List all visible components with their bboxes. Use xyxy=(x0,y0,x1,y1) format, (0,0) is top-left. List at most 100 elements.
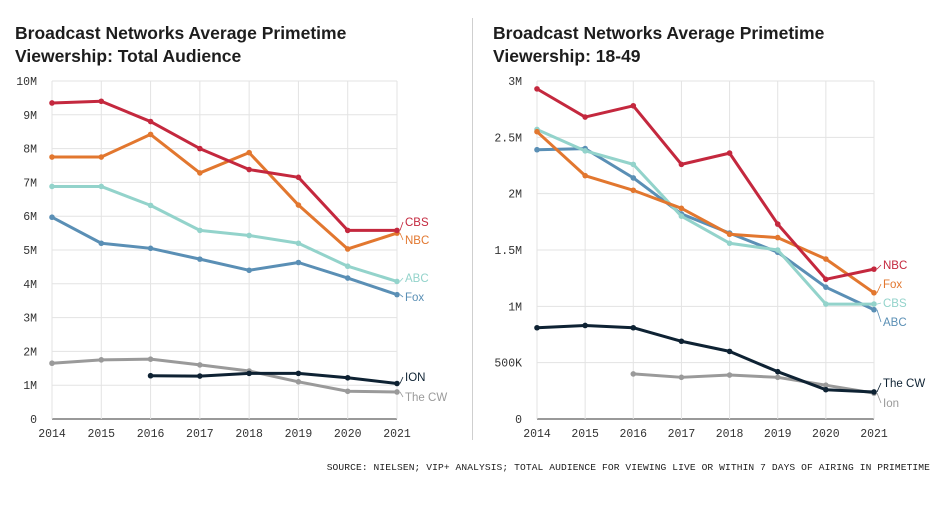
y-tick-label: 1M xyxy=(508,301,522,314)
y-tick-label: 1.5M xyxy=(494,245,522,258)
x-tick-label: 2017 xyxy=(668,428,696,441)
y-tick-label: 3M xyxy=(508,76,522,89)
data-point-nbc xyxy=(295,202,302,208)
x-tick-label: 2019 xyxy=(285,428,313,441)
data-point-fox xyxy=(295,259,302,266)
x-tick-label: 2016 xyxy=(619,428,647,441)
series-end-label: NBC xyxy=(883,260,907,272)
label-connector xyxy=(876,283,882,293)
y-tick-label: 10M xyxy=(16,76,37,89)
label-connector xyxy=(399,277,404,282)
series-line-cbs xyxy=(50,99,399,232)
data-point-cbs xyxy=(582,148,588,154)
x-tick-label: 2015 xyxy=(571,428,599,441)
data-point-nbc xyxy=(49,154,55,160)
x-tick-label: 2014 xyxy=(523,428,551,441)
data-point-nbc xyxy=(726,150,733,156)
series-line-cbs xyxy=(535,127,876,306)
data-point-the-cw xyxy=(394,389,400,395)
data-point-ion xyxy=(147,372,154,379)
data-point-cbs xyxy=(774,247,781,253)
series-end-label: ABC xyxy=(405,273,429,285)
series-end-label: The CW xyxy=(883,378,925,390)
label-connector xyxy=(876,309,882,323)
y-tick-label: 2M xyxy=(508,189,522,202)
label-connector xyxy=(399,391,404,398)
y-tick-label: 8M xyxy=(23,144,37,157)
x-tick-label: 2020 xyxy=(812,428,840,441)
series-the-cw xyxy=(534,322,877,395)
data-point-fox xyxy=(582,172,588,179)
data-point-cbs xyxy=(246,166,252,173)
data-point-abc xyxy=(246,232,252,239)
y-tick-label: 7M xyxy=(23,177,37,190)
series-abc xyxy=(49,183,400,285)
label-connector xyxy=(876,382,882,393)
panel-divider xyxy=(472,18,473,440)
data-point-fox xyxy=(678,205,685,212)
y-tick-label: 1M xyxy=(23,380,37,393)
data-point-abc xyxy=(823,284,829,290)
x-tick-label: 2015 xyxy=(87,428,115,441)
data-point-the-cw xyxy=(823,386,829,393)
data-point-nbc xyxy=(147,131,154,138)
data-point-cbs xyxy=(344,227,351,234)
data-point-the-cw xyxy=(197,362,203,368)
data-point-the-cw xyxy=(678,338,685,345)
data-point-fox xyxy=(871,290,877,296)
data-point-ion xyxy=(197,373,203,379)
y-tick-label: 6M xyxy=(23,211,37,224)
series-end-label: ABC xyxy=(883,317,907,329)
data-point-cbs xyxy=(630,161,637,168)
source-note: SOURCE: NIELSEN; VIP+ ANALYSIS; TOTAL AU… xyxy=(326,462,930,473)
data-point-the-cw xyxy=(871,389,877,395)
data-point-cbs xyxy=(394,227,400,234)
chart-title-18-49: Broadcast Networks Average Primetime Vie… xyxy=(493,23,825,66)
series-end-label: CBS xyxy=(883,298,907,310)
data-point-the-cw xyxy=(534,324,540,331)
data-point-abc xyxy=(197,227,203,234)
data-point-fox xyxy=(197,256,203,262)
data-point-nbc xyxy=(344,246,351,252)
chart-total-audience: 0 1M 2M 3M 4M 5M 6M 7M 8M 9M 10M 2014 2015 2016 2017 20… xyxy=(16,76,447,441)
data-point-abc xyxy=(394,278,400,285)
data-point-fox xyxy=(49,214,55,221)
data-point-cbs xyxy=(726,240,733,247)
data-point-the-cw xyxy=(344,388,351,395)
label-connector xyxy=(399,294,404,298)
data-point-cbs xyxy=(98,98,105,105)
label-connector xyxy=(399,232,404,241)
series-nbc xyxy=(534,86,877,283)
data-point-abc xyxy=(630,175,637,181)
x-tick-label: 2018 xyxy=(235,428,263,441)
data-point-nbc xyxy=(823,276,829,283)
data-point-fox xyxy=(394,291,400,298)
y-tick-label: 0 xyxy=(515,414,522,427)
data-point-fox xyxy=(98,240,105,247)
data-point-nbc xyxy=(774,221,781,227)
data-point-nbc xyxy=(534,86,540,92)
data-point-the-cw xyxy=(147,356,154,362)
data-point-abc xyxy=(344,263,351,270)
data-point-the-cw xyxy=(295,379,302,385)
series-line-nbc xyxy=(50,132,399,251)
data-point-abc xyxy=(871,306,877,313)
y-tick-label: 9M xyxy=(23,110,37,123)
data-point-fox xyxy=(246,267,252,274)
y-tick-label: 0 xyxy=(30,414,37,427)
series-end-label: Fox xyxy=(883,279,902,291)
data-point-ion xyxy=(678,374,685,381)
data-point-abc xyxy=(534,146,540,153)
data-point-abc xyxy=(147,202,154,209)
series-line-the-cw xyxy=(535,323,876,394)
data-point-ion xyxy=(823,382,829,389)
data-point-nbc xyxy=(678,161,685,168)
data-point-abc xyxy=(49,183,55,190)
label-connector xyxy=(399,221,404,231)
data-point-abc xyxy=(295,240,302,247)
x-tick-label: 2021 xyxy=(383,428,411,441)
label-connector xyxy=(399,376,404,384)
data-point-the-cw xyxy=(774,368,781,375)
y-tick-label: 500K xyxy=(494,358,522,371)
data-point-ion xyxy=(774,374,781,381)
